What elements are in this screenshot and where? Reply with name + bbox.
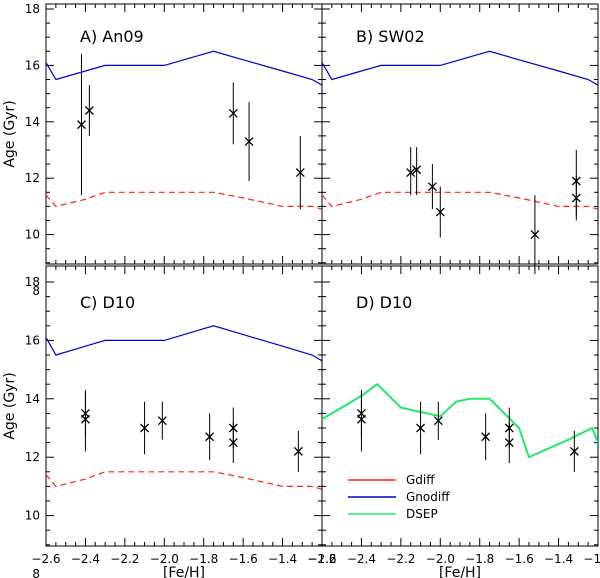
legend-label: DSEP	[406, 507, 438, 521]
x-tick-label: −2.0	[150, 552, 179, 566]
data-point	[412, 165, 422, 175]
panel-1: 8 10 12 14 16 18 Age (Gyr) A) An09	[2, 2, 323, 298]
x-tick-label: −2.4	[71, 552, 100, 566]
x-tick-label: −2.4	[347, 552, 376, 566]
y-tick-label: 8	[32, 284, 40, 298]
panel-label: D) D10	[356, 293, 412, 312]
y-tick-label: 8	[32, 567, 40, 578]
data-point	[244, 137, 254, 146]
x-tick-label: −1.2	[583, 552, 600, 566]
data-point	[530, 230, 540, 240]
x-tick-label: −2.2	[110, 552, 139, 566]
x-tick-label: −2.6	[31, 552, 60, 566]
data-point	[433, 416, 443, 426]
panel-3: 8 10 12 14 16 18 Age (Gyr) −2.6 −2.4 −2.2 −2.0 −1.8…	[2, 265, 337, 578]
data-point	[356, 414, 366, 424]
legend-label: Gdiff	[406, 473, 435, 487]
data-point	[295, 168, 305, 178]
y-tick-label: 12	[25, 450, 40, 464]
y-tick-label: 18	[25, 275, 40, 289]
y-axis-title: Age (Gyr)	[2, 100, 18, 167]
x-tick-label: −1.6	[229, 552, 258, 566]
x-tick-label: −1.4	[544, 552, 573, 566]
series-gnodiff-line	[46, 50, 322, 86]
y-tick-label: 14	[25, 392, 40, 406]
data-point	[84, 106, 94, 115]
data-point	[205, 432, 215, 442]
data-point	[416, 423, 426, 433]
x-tick-label: −1.6	[505, 552, 534, 566]
y-tick-label: 18	[25, 2, 40, 16]
x-tick-label: −1.4	[268, 552, 297, 566]
legend-label: Gnodiff	[406, 490, 450, 504]
y-tick-label: 12	[25, 171, 40, 185]
data-point	[77, 120, 86, 130]
series-gdiff-line	[46, 471, 322, 490]
x-tick-label: −2.6	[307, 552, 336, 566]
data-point	[80, 414, 90, 424]
x-tick-label: −2.2	[386, 552, 415, 566]
panel-label: A) An09	[80, 27, 144, 46]
data-point	[504, 438, 514, 448]
data-point	[481, 432, 491, 442]
x-axis-title: [Fe/H]	[163, 565, 205, 578]
panel-label: C) D10	[80, 293, 135, 312]
data-point	[569, 446, 579, 456]
panel-4: −2.6 −2.4 −2.2 −2.0 −1.8 −1.6 −1.4 −1.2 [Fe/H] D)…	[307, 265, 600, 578]
data-point	[293, 446, 303, 456]
panel-2: B) SW02	[321, 3, 599, 275]
series-gdiff-line	[46, 191, 322, 210]
series-dsep-line	[322, 382, 598, 459]
y-tick-label: 16	[25, 58, 40, 72]
data-point	[427, 182, 437, 192]
data-point	[140, 423, 150, 433]
data-point	[157, 416, 167, 426]
y-tick-label: 14	[25, 115, 40, 129]
series-gnodiff-line	[322, 50, 598, 86]
data-point	[435, 207, 445, 217]
x-tick-label: −1.8	[189, 552, 218, 566]
x-tick-label: −2.0	[426, 552, 455, 566]
panel-label: B) SW02	[356, 27, 425, 46]
series-gdiff-line	[322, 191, 598, 210]
data-point	[571, 176, 581, 186]
data-point	[228, 438, 238, 448]
y-tick-label: 10	[25, 228, 40, 242]
series-gnodiff-line	[46, 325, 322, 362]
y-axis-title: Age (Gyr)	[2, 372, 18, 439]
data-point	[228, 108, 238, 118]
x-tick-label: −1.8	[465, 552, 494, 566]
x-axis-title: [Fe/H]	[439, 565, 481, 578]
x-tick-label: −1.2	[307, 552, 336, 566]
y-tick-label: 16	[25, 333, 40, 347]
data-point	[406, 168, 416, 178]
y-tick-label: 10	[25, 509, 40, 523]
